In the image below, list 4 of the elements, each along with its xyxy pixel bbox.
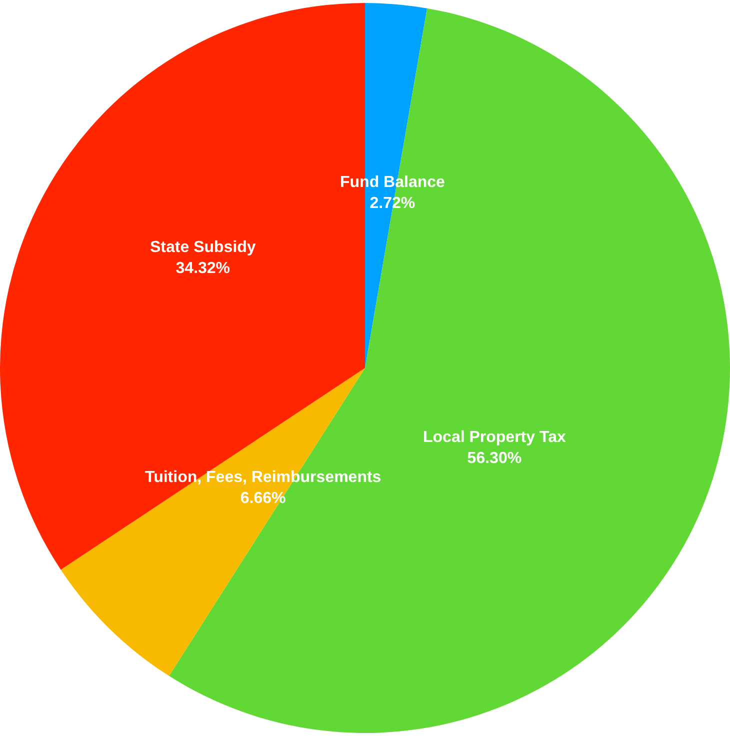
slice-label: State Subsidy [150, 239, 256, 256]
slice-label: Local Property Tax [423, 429, 566, 446]
data-label: 34.32% [176, 260, 230, 277]
data-label: 56.30% [467, 450, 522, 467]
